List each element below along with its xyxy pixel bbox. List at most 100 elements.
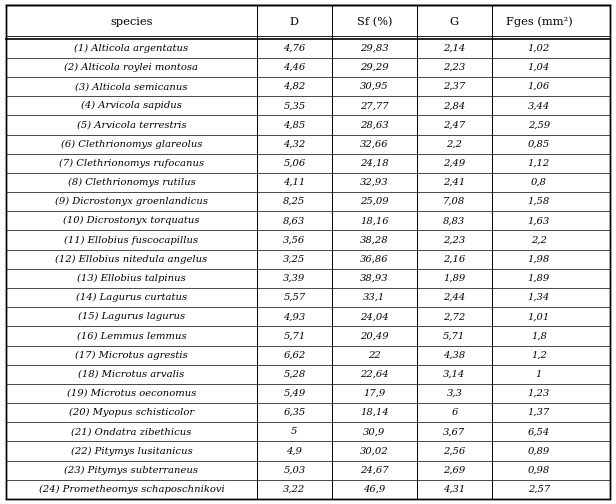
- Text: 3,3: 3,3: [447, 389, 463, 398]
- Text: (1) Alticola argentatus: (1) Alticola argentatus: [75, 44, 188, 53]
- Text: 24,04: 24,04: [360, 312, 389, 321]
- Text: (16) Lemmus lemmus: (16) Lemmus lemmus: [76, 332, 186, 340]
- Text: (2) Alticola roylei montosa: (2) Alticola roylei montosa: [65, 63, 198, 72]
- Text: 2,47: 2,47: [444, 120, 466, 130]
- Text: 22,64: 22,64: [360, 370, 389, 379]
- Text: 1,34: 1,34: [528, 293, 550, 302]
- Text: (14) Lagurus curtatus: (14) Lagurus curtatus: [76, 293, 187, 302]
- Text: 1,12: 1,12: [528, 159, 550, 168]
- Text: 32,66: 32,66: [360, 140, 389, 149]
- Text: 3,44: 3,44: [528, 101, 550, 110]
- Text: 1,06: 1,06: [528, 82, 550, 91]
- Text: 3,14: 3,14: [444, 370, 466, 379]
- Text: 0,8: 0,8: [531, 178, 547, 187]
- Text: (11) Ellobius fuscocapillus: (11) Ellobius fuscocapillus: [64, 235, 198, 244]
- Text: 3,39: 3,39: [283, 274, 306, 283]
- Text: 2,23: 2,23: [444, 235, 466, 244]
- Text: (15) Lagurus lagurus: (15) Lagurus lagurus: [78, 312, 185, 322]
- Text: (23) Pitymys subterraneus: (23) Pitymys subterraneus: [65, 466, 198, 475]
- Text: 18,16: 18,16: [360, 216, 389, 225]
- Text: 1: 1: [536, 370, 542, 379]
- Text: Sf (%): Sf (%): [357, 17, 392, 27]
- Text: 1,01: 1,01: [528, 312, 550, 321]
- Text: 3,67: 3,67: [444, 427, 466, 436]
- Text: 8,63: 8,63: [283, 216, 306, 225]
- Text: 5,35: 5,35: [283, 101, 306, 110]
- Text: 4,38: 4,38: [444, 351, 466, 360]
- Text: (24) Prometheomys schaposchnikovi: (24) Prometheomys schaposchnikovi: [39, 485, 224, 494]
- Text: 2,23: 2,23: [444, 63, 466, 72]
- Text: 1,02: 1,02: [528, 44, 550, 53]
- Text: (20) Myopus schisticolor: (20) Myopus schisticolor: [69, 408, 194, 417]
- Text: D: D: [290, 17, 299, 27]
- Text: 30,95: 30,95: [360, 82, 389, 91]
- Text: (22) Pitymys lusitanicus: (22) Pitymys lusitanicus: [71, 447, 192, 456]
- Text: 1,58: 1,58: [528, 197, 550, 206]
- Text: 7,08: 7,08: [444, 197, 466, 206]
- Text: 18,14: 18,14: [360, 408, 389, 417]
- Text: 38,28: 38,28: [360, 235, 389, 244]
- Text: 4,82: 4,82: [283, 82, 306, 91]
- Text: 2,41: 2,41: [444, 178, 466, 187]
- Text: 3,22: 3,22: [283, 485, 306, 494]
- Text: Fges (mm²): Fges (mm²): [506, 17, 572, 27]
- Text: 2,44: 2,44: [444, 293, 466, 302]
- Text: 3,25: 3,25: [283, 255, 306, 264]
- Text: 2,14: 2,14: [444, 44, 466, 53]
- Text: 1,8: 1,8: [531, 332, 547, 340]
- Text: species: species: [110, 17, 153, 27]
- Text: (13) Ellobius talpinus: (13) Ellobius talpinus: [77, 274, 186, 283]
- Text: 8,83: 8,83: [444, 216, 466, 225]
- Text: 0,85: 0,85: [528, 140, 550, 149]
- Text: 5,71: 5,71: [444, 332, 466, 340]
- Text: 33,1: 33,1: [363, 293, 386, 302]
- Text: 5: 5: [291, 427, 298, 436]
- Text: 1,2: 1,2: [531, 351, 547, 360]
- Text: (10) Dicrostonyx torquatus: (10) Dicrostonyx torquatus: [63, 216, 200, 225]
- Text: 2,72: 2,72: [444, 312, 466, 321]
- Text: 1,89: 1,89: [528, 274, 550, 283]
- Text: 17,9: 17,9: [363, 389, 386, 398]
- Text: 0,89: 0,89: [528, 447, 550, 456]
- Text: 5,03: 5,03: [283, 466, 306, 475]
- Text: 28,63: 28,63: [360, 120, 389, 130]
- Text: 4,85: 4,85: [283, 120, 306, 130]
- Text: 1,63: 1,63: [528, 216, 550, 225]
- Text: 2,69: 2,69: [444, 466, 466, 475]
- Text: (18) Microtus arvalis: (18) Microtus arvalis: [78, 370, 185, 379]
- Text: G: G: [450, 17, 459, 27]
- Text: (5) Arvicola terrestris: (5) Arvicola terrestris: [76, 120, 186, 130]
- Text: (17) Microtus agrestis: (17) Microtus agrestis: [75, 351, 188, 360]
- Text: 30,9: 30,9: [363, 427, 386, 436]
- Text: 2,56: 2,56: [444, 447, 466, 456]
- Text: 38,93: 38,93: [360, 274, 389, 283]
- Text: 27,77: 27,77: [360, 101, 389, 110]
- Text: 0,98: 0,98: [528, 466, 550, 475]
- Text: 29,29: 29,29: [360, 63, 389, 72]
- Text: 2,2: 2,2: [531, 235, 547, 244]
- Text: 1,04: 1,04: [528, 63, 550, 72]
- Text: 4,93: 4,93: [283, 312, 306, 321]
- Text: 25,09: 25,09: [360, 197, 389, 206]
- Text: 2,37: 2,37: [444, 82, 466, 91]
- Text: (21) Ondatra zibethicus: (21) Ondatra zibethicus: [71, 427, 192, 436]
- Text: 2,84: 2,84: [444, 101, 466, 110]
- Text: 2,2: 2,2: [447, 140, 463, 149]
- Text: 3,56: 3,56: [283, 235, 306, 244]
- Text: 1,23: 1,23: [528, 389, 550, 398]
- Text: 6,54: 6,54: [528, 427, 550, 436]
- Text: 2,16: 2,16: [444, 255, 466, 264]
- Text: 30,02: 30,02: [360, 447, 389, 456]
- Text: (3) Alticola semicanus: (3) Alticola semicanus: [75, 82, 188, 91]
- Text: 4,76: 4,76: [283, 44, 306, 53]
- Text: (12) Ellobius nitedula angelus: (12) Ellobius nitedula angelus: [55, 255, 208, 264]
- Text: 5,71: 5,71: [283, 332, 306, 340]
- Text: 5,57: 5,57: [283, 293, 306, 302]
- Text: 2,57: 2,57: [528, 485, 550, 494]
- Text: 2,59: 2,59: [528, 120, 550, 130]
- Text: 6: 6: [451, 408, 458, 417]
- Text: 29,83: 29,83: [360, 44, 389, 53]
- Text: 1,98: 1,98: [528, 255, 550, 264]
- Text: 5,06: 5,06: [283, 159, 306, 168]
- Text: (8) Clethrionomys rutilus: (8) Clethrionomys rutilus: [68, 178, 195, 187]
